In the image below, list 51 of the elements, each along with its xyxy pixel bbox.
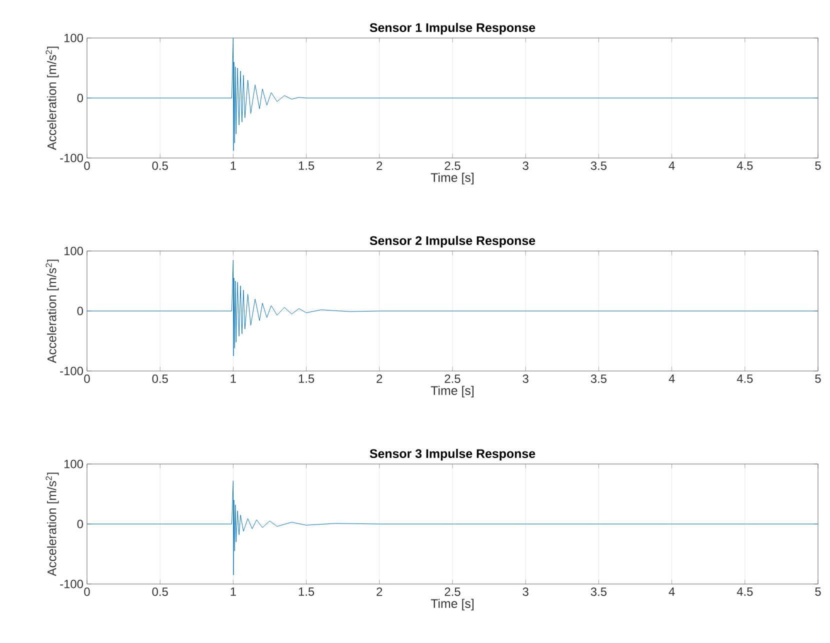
chart-title: Sensor 3 Impulse Response — [370, 448, 536, 460]
x-tick-label: 0 — [84, 162, 90, 170]
y-tick-label: -100 — [60, 580, 84, 588]
y-axis-title: Acceleration [m/s$^{2}$] — [46, 260, 59, 364]
x-tick-label: 2.5 — [444, 374, 460, 383]
x-tick-label: 4.5 — [736, 162, 753, 170]
x-tick-label: 3.5 — [590, 588, 607, 596]
x-tick-label: 1 — [230, 374, 236, 383]
x-tick-label: 2 — [376, 588, 382, 596]
x-tick-label: 2 — [376, 374, 382, 383]
chart-title: Sensor 1 Impulse Response — [370, 22, 536, 34]
y-tick-label: -100 — [60, 154, 84, 162]
y-tick-label: 100 — [64, 246, 84, 256]
x-tick-label: 4 — [668, 374, 675, 383]
x-axis-title: Time [s] — [430, 386, 474, 398]
x-axis-title: Time [s] — [430, 598, 474, 610]
x-tick-label: 1.5 — [298, 374, 314, 383]
x-tick-label: 0.5 — [152, 588, 168, 596]
x-tick-label: 4 — [668, 162, 675, 170]
y-tick-label: 0 — [77, 306, 84, 316]
x-tick-label: 4.5 — [736, 374, 753, 383]
y-axis-title: Acceleration [m/s$^{2}$] — [46, 472, 59, 576]
x-tick-label: 1.5 — [298, 162, 314, 170]
y-axis-title: Acceleration [m/s$^{2}$] — [46, 46, 59, 150]
x-tick-label: 2 — [376, 162, 382, 170]
y-tick-label: 0 — [77, 94, 84, 102]
x-tick-label: 3 — [522, 162, 528, 170]
x-tick-label: 2.5 — [444, 162, 460, 170]
x-tick-label: 1.5 — [298, 588, 314, 596]
x-tick-label: 0.5 — [152, 374, 168, 383]
y-tick-label: 100 — [64, 34, 84, 42]
x-tick-label: 1 — [230, 588, 236, 596]
chart-title: Sensor 2 Impulse Response — [370, 236, 536, 248]
y-tick-label: -100 — [60, 366, 84, 376]
x-tick-label: 2.5 — [444, 588, 460, 596]
x-axis-title: Time [s] — [430, 172, 474, 184]
x-tick-label: 3 — [522, 374, 528, 383]
x-tick-label: 3 — [522, 588, 528, 596]
x-tick-label: 5 — [815, 588, 821, 596]
x-tick-label: 0.5 — [152, 162, 168, 170]
x-tick-label: 0 — [84, 588, 90, 596]
x-tick-label: 5 — [815, 374, 821, 383]
x-tick-label: 5 — [815, 162, 821, 170]
x-tick-label: 4.5 — [736, 588, 753, 596]
y-tick-label: 100 — [64, 460, 84, 468]
x-tick-label: 3.5 — [590, 374, 607, 383]
y-tick-label: 0 — [77, 520, 84, 528]
x-tick-label: 3.5 — [590, 162, 607, 170]
x-tick-label: 4 — [668, 588, 675, 596]
x-tick-label: 0 — [84, 374, 90, 383]
x-tick-label: 1 — [230, 162, 236, 170]
